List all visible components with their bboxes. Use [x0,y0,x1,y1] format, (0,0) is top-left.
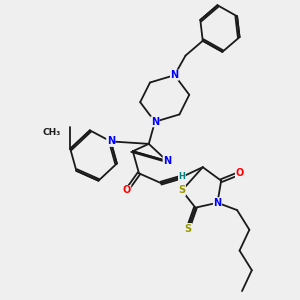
Text: CH₃: CH₃ [43,128,61,137]
Text: N: N [170,70,178,80]
Text: S: S [178,185,185,196]
Text: O: O [236,168,244,178]
Text: O: O [123,185,131,196]
Text: N: N [151,117,159,127]
Text: N: N [163,156,171,166]
Text: N: N [107,136,115,146]
Text: H: H [178,172,185,182]
Text: S: S [184,224,192,233]
Text: N: N [213,198,221,208]
